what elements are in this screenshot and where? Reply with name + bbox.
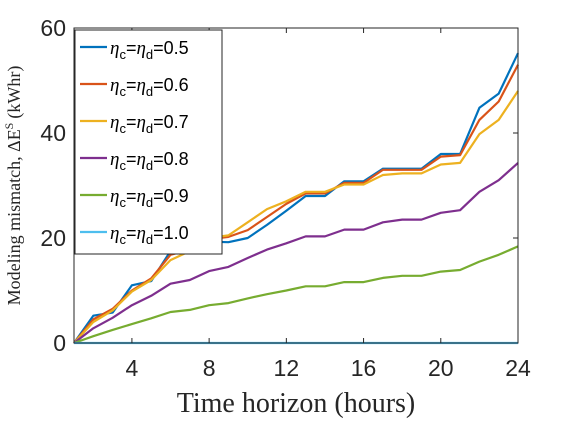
legend-entry: ηc=ηd=0.5 (110, 38, 189, 62)
legend-entry-part: c (119, 158, 126, 173)
legend-entry-part: d (146, 47, 153, 62)
legend-entry-part: = (126, 186, 137, 206)
legend-entry-part: η (136, 112, 145, 133)
legend-entry-part: =0.6 (153, 75, 189, 95)
series-line-4 (73, 162, 519, 344)
legend-entry-part: η (136, 186, 145, 207)
y-tick-label: 60 (40, 15, 66, 41)
legend-entry-part: =0.7 (153, 112, 189, 132)
legend-entry: ηc=ηd=1.0 (110, 223, 189, 247)
y-axis-label-text: Modeling mismatch, ΔE (4, 129, 24, 305)
legend-entry: ηc=ηd=0.7 (110, 112, 189, 136)
legend-entry-part: c (119, 232, 126, 247)
legend-entry: ηc=ηd=0.8 (110, 149, 189, 173)
legend-entry-part: =0.5 (153, 38, 189, 58)
y-tick-label: 20 (40, 225, 66, 251)
x-axis-label-text: Time horizon (hours) (177, 388, 416, 419)
x-tick-label: 24 (505, 355, 531, 381)
legend-entry-part: η (136, 38, 145, 59)
legend: ηc=ηd=0.5ηc=ηd=0.6ηc=ηd=0.7ηc=ηd=0.8ηc=η… (74, 29, 223, 255)
legend-entry-part: = (126, 75, 137, 95)
x-axis-ticks: 4 8 12 16 20 24 (126, 28, 531, 381)
legend-entry-part: c (119, 84, 126, 99)
y-axis-ticks: 0 20 40 60 (40, 15, 518, 356)
legend-entry-part: η (110, 75, 119, 96)
x-tick-label: 12 (274, 355, 300, 381)
plot-area-frame (73, 27, 519, 344)
legend-entry-part: d (146, 158, 153, 173)
legend-entry-part: d (146, 121, 153, 136)
series-line-2 (73, 64, 519, 344)
y-axis-label-unit: (kWhr) (4, 66, 25, 119)
legend-entry-part: η (110, 149, 119, 170)
legend-entry-part: = (126, 38, 137, 58)
x-tick-label: 20 (428, 355, 454, 381)
legend-entry-part: = (126, 112, 137, 132)
legend-entry-part: = (126, 149, 137, 169)
y-axis-label: Modeling mismatch, ΔES (kWhr) (2, 66, 25, 306)
x-axis-label: Time horizon (hours) (177, 388, 416, 419)
x-tick-label: 16 (351, 355, 377, 381)
legend-entry-part: η (110, 38, 119, 59)
y-tick-label: 0 (53, 330, 66, 356)
series-line-3 (73, 90, 519, 344)
y-axis-label-superscript: S (2, 123, 16, 130)
x-tick-label: 8 (203, 355, 216, 381)
legend-box (74, 29, 223, 255)
legend-entry-part: =0.9 (153, 186, 189, 206)
legend-entry-part: η (110, 223, 119, 244)
legend-entry-part: =0.8 (153, 149, 189, 169)
legend-entry-part: =1.0 (153, 223, 189, 243)
legend-entry: ηc=ηd=0.6 (110, 75, 189, 99)
series-line-5 (73, 245, 519, 345)
y-tick-label: 40 (40, 120, 66, 146)
legend-entry-part: d (146, 84, 153, 99)
legend-entry-part: η (136, 149, 145, 170)
legend-entry-part: η (136, 75, 145, 96)
legend-entry-part: c (119, 195, 126, 210)
legend-entry-part: c (119, 47, 126, 62)
legend-entry-part: η (110, 112, 119, 133)
legend-entry-part: d (146, 195, 153, 210)
legend-entry-part: c (119, 121, 126, 136)
x-tick-label: 4 (126, 355, 139, 381)
legend-entry-part: η (110, 186, 119, 207)
legend-entry-part: = (126, 223, 137, 243)
legend-entry-part: η (136, 223, 145, 244)
legend-entry: ηc=ηd=0.9 (110, 186, 189, 210)
legend-entry-part: d (146, 232, 153, 247)
